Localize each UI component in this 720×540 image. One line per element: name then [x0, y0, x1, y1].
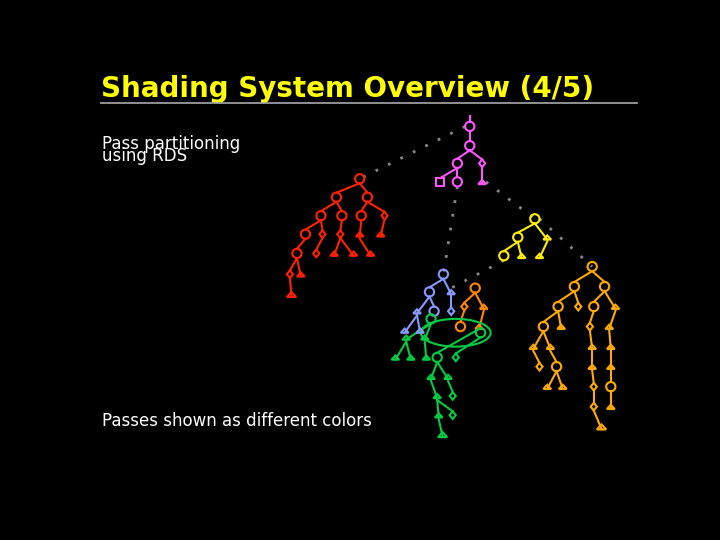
Text: Pass partitioning: Pass partitioning — [102, 135, 240, 153]
Bar — [436, 178, 444, 186]
Text: Shading System Overview (4/5): Shading System Overview (4/5) — [101, 76, 594, 104]
Text: using RDS: using RDS — [102, 147, 186, 165]
Text: Passes shown as different colors: Passes shown as different colors — [102, 411, 372, 429]
